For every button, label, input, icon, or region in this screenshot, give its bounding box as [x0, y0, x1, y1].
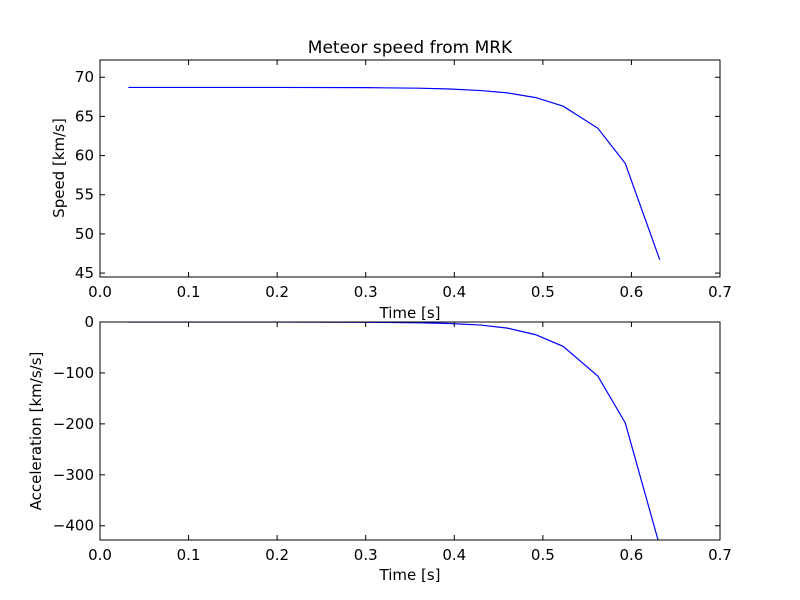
- speed-axes-frame: [99, 59, 721, 278]
- speed-y-tick-label: 45: [75, 264, 94, 282]
- speed-x-ticks: 0.0 0.1 0.2 0.3 0.4 0.5 0.6 0.7: [88, 60, 732, 301]
- speed-series-line-0: [128, 86, 661, 260]
- speed-y-tick-label: 65: [75, 107, 94, 125]
- acceleration-y-ticks: 0 −100 −200 −300 −400: [53, 313, 720, 535]
- speed-y-tick-label: 50: [75, 225, 94, 243]
- accel-x-tick-label: 0.4: [442, 546, 466, 564]
- accel-x-tick-label: 0.7: [708, 546, 732, 564]
- accel-x-tick-label: 0.5: [531, 546, 555, 564]
- accel-x-tick-label: 0.0: [88, 546, 112, 564]
- speed-x-tick-label: 0.3: [354, 283, 378, 301]
- accel-y-tick-label: −300: [53, 466, 94, 484]
- acceleration-plot-area: [128, 322, 659, 540]
- speed-x-axis-label: Time [s]: [379, 304, 441, 322]
- speed-chart: Meteor speed from MRK 0.0 0.1 0.2 0.3 0.4 0.5…: [50, 38, 732, 322]
- speed-y-axis-label: Speed [km/s]: [50, 118, 68, 218]
- accel-y-tick-label: −200: [53, 415, 94, 433]
- speed-y-tick-label: 60: [75, 147, 94, 165]
- acceleration-y-axis-label: Acceleration [km/s/s]: [27, 352, 45, 511]
- speed-x-tick-label: 0.6: [619, 283, 643, 301]
- speed-x-tick-label: 0.7: [708, 283, 732, 301]
- accel-y-tick-label: −100: [53, 364, 94, 382]
- accel-x-tick-label: 0.2: [265, 546, 289, 564]
- speed-y-tick-label: 55: [75, 186, 94, 204]
- speed-y-tick-label: 70: [75, 68, 94, 86]
- speed-plot-area: [128, 86, 661, 260]
- accel-x-tick-label: 0.6: [619, 546, 643, 564]
- speed-x-tick-label: 0.5: [531, 283, 555, 301]
- accel-x-tick-label: 0.3: [354, 546, 378, 564]
- acceleration-x-axis-label: Time [s]: [379, 566, 441, 584]
- speed-x-tick-label: 0.2: [265, 283, 289, 301]
- speed-x-tick-label: 0.0: [88, 283, 112, 301]
- accel-series-line-0: [128, 322, 659, 540]
- acceleration-x-ticks: 0.0 0.1 0.2 0.3 0.4 0.5 0.6 0.7: [88, 322, 732, 564]
- speed-chart-title: Meteor speed from MRK: [308, 38, 513, 58]
- accel-y-tick-label: −400: [53, 517, 94, 535]
- speed-y-ticks: 45 50 55 60 65 70: [75, 68, 720, 282]
- accel-x-tick-label: 0.1: [177, 546, 201, 564]
- acceleration-chart: 0.0 0.1 0.2 0.3 0.4 0.5 0.6 0.7 0 −100 −200 −300 −4…: [27, 313, 732, 584]
- speed-x-tick-label: 0.4: [442, 283, 466, 301]
- accel-y-tick-label: 0: [84, 313, 94, 331]
- acceleration-axes-frame: [99, 321, 721, 541]
- speed-x-tick-label: 0.1: [177, 283, 201, 301]
